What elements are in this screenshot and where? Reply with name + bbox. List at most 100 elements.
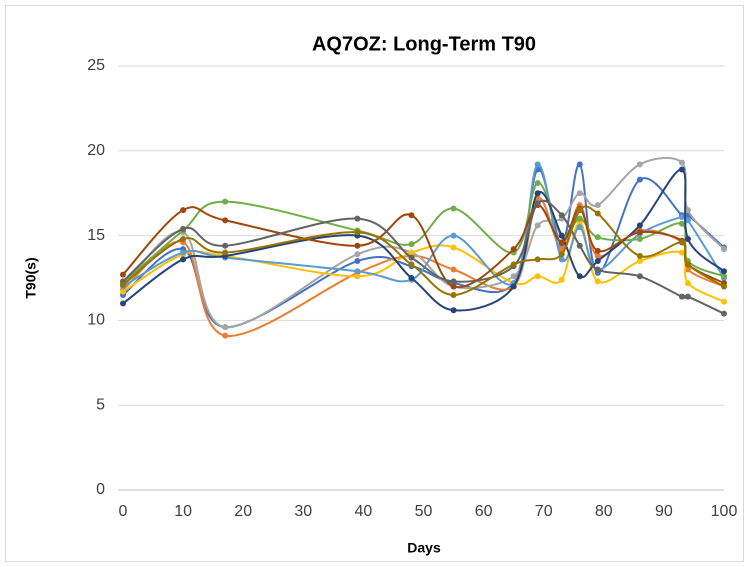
data-point <box>678 159 685 166</box>
series-line <box>122 205 725 296</box>
series-line <box>122 163 725 288</box>
data-point <box>558 239 565 246</box>
data-point <box>408 254 415 261</box>
data-point <box>636 235 643 242</box>
series-line <box>122 199 725 315</box>
data-point <box>558 251 565 258</box>
data-point <box>222 324 229 331</box>
y-tick-label: 10 <box>87 312 105 329</box>
data-point <box>721 283 727 290</box>
data-point <box>354 258 361 265</box>
data-point <box>636 252 643 259</box>
data-point <box>594 234 601 241</box>
data-point <box>636 258 643 265</box>
data-point <box>354 268 361 275</box>
data-point <box>180 249 187 256</box>
series-line <box>122 182 725 284</box>
data-point <box>594 252 601 259</box>
data-point <box>450 244 457 251</box>
data-point <box>636 161 643 168</box>
data-point <box>684 217 691 224</box>
data-point <box>222 217 229 224</box>
data-point <box>510 246 517 253</box>
data-point <box>450 283 457 290</box>
data-point <box>180 225 187 232</box>
data-point <box>558 212 565 219</box>
data-point <box>408 241 415 248</box>
data-point <box>721 246 727 253</box>
data-point <box>510 283 517 290</box>
data-point <box>576 161 583 168</box>
data-point <box>684 261 691 268</box>
data-point <box>576 215 583 222</box>
y-axis-label: T90(s) <box>23 257 39 298</box>
data-point <box>576 190 583 197</box>
data-point <box>408 261 415 268</box>
x-tick-label: 20 <box>234 503 252 520</box>
data-point <box>594 258 601 265</box>
data-point <box>534 256 541 263</box>
data-point <box>408 275 415 281</box>
data-point <box>534 273 541 280</box>
data-point <box>558 232 565 239</box>
x-tick-label: 30 <box>294 503 312 520</box>
data-point <box>636 229 643 236</box>
data-point <box>684 235 691 242</box>
data-point <box>222 332 229 339</box>
x-tick-label: 60 <box>475 503 493 520</box>
data-point <box>534 180 541 187</box>
data-point <box>450 307 457 314</box>
data-point <box>408 212 415 219</box>
data-point <box>678 220 685 227</box>
series-line <box>122 204 725 289</box>
chart-title: AQ7OZ: Long-Term T90 <box>312 33 536 55</box>
data-point <box>408 249 415 256</box>
x-tick-label: 80 <box>595 503 613 520</box>
y-tick-label: 25 <box>87 57 105 74</box>
data-point <box>684 266 691 273</box>
data-point <box>576 207 583 214</box>
data-point <box>684 207 691 214</box>
data-point <box>534 161 541 168</box>
data-point <box>678 213 685 220</box>
x-tick-label: 10 <box>174 503 192 520</box>
data-point <box>354 242 361 249</box>
data-point <box>678 249 685 256</box>
data-point <box>180 256 187 263</box>
data-point <box>120 300 126 307</box>
data-point <box>594 266 601 273</box>
data-point <box>354 215 361 222</box>
data-point <box>222 249 229 256</box>
data-point <box>721 310 727 317</box>
data-point <box>450 205 457 212</box>
data-point <box>558 256 565 263</box>
chart-border <box>5 5 744 562</box>
data-point <box>636 222 643 229</box>
data-point <box>180 235 187 242</box>
data-point <box>721 273 727 280</box>
series-line <box>122 168 725 312</box>
data-point <box>510 273 517 280</box>
data-point <box>120 281 126 288</box>
data-point <box>450 232 457 239</box>
data-point <box>576 224 583 231</box>
data-point <box>636 273 643 280</box>
x-tick-label: 100 <box>711 503 738 520</box>
data-point <box>594 247 601 254</box>
data-point <box>450 266 457 273</box>
data-point <box>594 278 601 285</box>
x-tick-label: 50 <box>415 503 433 520</box>
data-point <box>534 190 541 197</box>
data-point <box>594 210 601 217</box>
y-tick-label: 20 <box>87 142 105 159</box>
data-point <box>450 291 457 298</box>
data-point <box>120 288 126 295</box>
data-point <box>576 242 583 249</box>
data-point <box>354 229 361 236</box>
data-point <box>576 273 583 280</box>
x-axis-label: Days <box>407 540 441 556</box>
data-point <box>354 251 361 258</box>
data-point <box>721 268 727 275</box>
data-point <box>120 271 126 278</box>
y-tick-label: 5 <box>96 396 105 413</box>
